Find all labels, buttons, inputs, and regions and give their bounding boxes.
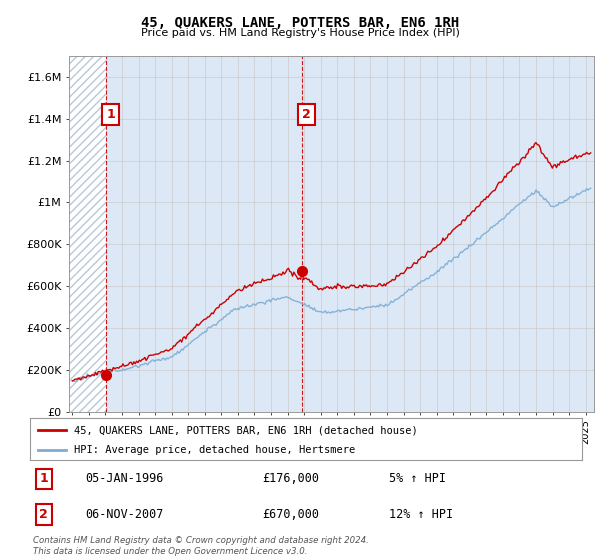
Text: 45, QUAKERS LANE, POTTERS BAR, EN6 1RH: 45, QUAKERS LANE, POTTERS BAR, EN6 1RH [141, 16, 459, 30]
Polygon shape [69, 56, 106, 412]
Text: 12% ↑ HPI: 12% ↑ HPI [389, 508, 453, 521]
Text: Contains HM Land Registry data © Crown copyright and database right 2024.
This d: Contains HM Land Registry data © Crown c… [33, 536, 369, 556]
Text: 05-JAN-1996: 05-JAN-1996 [85, 473, 164, 486]
Text: HPI: Average price, detached house, Hertsmere: HPI: Average price, detached house, Hert… [74, 445, 355, 455]
Text: 06-NOV-2007: 06-NOV-2007 [85, 508, 164, 521]
Text: 1: 1 [40, 473, 48, 486]
Text: 2: 2 [302, 108, 311, 121]
Text: 1: 1 [106, 108, 115, 121]
Text: £670,000: £670,000 [262, 508, 319, 521]
Text: 45, QUAKERS LANE, POTTERS BAR, EN6 1RH (detached house): 45, QUAKERS LANE, POTTERS BAR, EN6 1RH (… [74, 425, 418, 435]
Text: £176,000: £176,000 [262, 473, 319, 486]
Text: 2: 2 [40, 508, 48, 521]
Text: Price paid vs. HM Land Registry's House Price Index (HPI): Price paid vs. HM Land Registry's House … [140, 28, 460, 38]
Text: 5% ↑ HPI: 5% ↑ HPI [389, 473, 446, 486]
